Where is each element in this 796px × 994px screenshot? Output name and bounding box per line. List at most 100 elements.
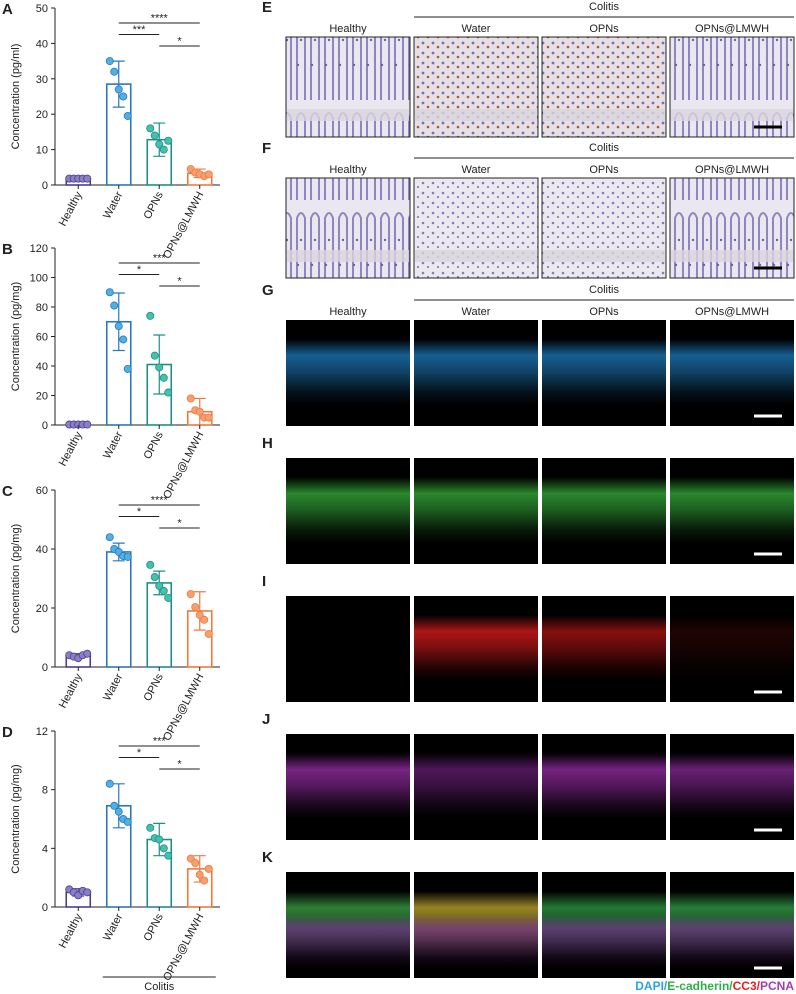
- y-tick-label: 20: [36, 391, 48, 403]
- x-tick-label: Healthy: [57, 429, 85, 468]
- data-point: [191, 603, 200, 612]
- error-bar: [193, 591, 206, 631]
- legend-entry: PCNA: [760, 979, 794, 993]
- error-bar: [153, 122, 166, 157]
- panel-label: K: [262, 849, 273, 866]
- data-point: [123, 364, 132, 373]
- submucosa: [415, 109, 537, 121]
- significance-label: ***: [133, 24, 147, 36]
- fluorescence-signal: [286, 339, 410, 405]
- fluorescence-signal: [542, 477, 666, 543]
- data-point: [105, 533, 114, 542]
- x-tick-label: OPNs: [142, 189, 167, 221]
- data-point: [186, 590, 195, 599]
- panel-label: C: [2, 483, 13, 500]
- x-tick-label: OPNs: [142, 429, 167, 461]
- significance-label: *: [137, 506, 142, 518]
- fluorescence-signal: [414, 914, 538, 968]
- data-point: [155, 363, 164, 372]
- legend-entry: /: [664, 979, 668, 993]
- data-point: [114, 807, 123, 816]
- fluorescence-signal: [286, 615, 410, 681]
- y-tick-label: 4: [42, 843, 48, 855]
- x-tick-label: OPNs@LMWH: [161, 672, 206, 743]
- y-tick-label: 50: [36, 3, 48, 15]
- data-point: [119, 92, 128, 101]
- panel-label: J: [262, 711, 270, 728]
- group-label: Colitis: [589, 284, 619, 296]
- legend: DAPI/E-cadherin/CC3/PCNA: [635, 979, 794, 993]
- significance-label: ****: [151, 495, 169, 507]
- submucosa: [671, 250, 793, 262]
- legend-entry: DAPI: [635, 979, 664, 993]
- fluorescence-signal: [542, 753, 666, 819]
- fluorescence-signal: [542, 914, 666, 968]
- error-bar: [112, 783, 125, 829]
- significance-label: *: [137, 747, 142, 759]
- legend-entry: /: [729, 979, 733, 993]
- x-tick-label: Water: [101, 429, 125, 460]
- submucosa: [543, 250, 665, 262]
- x-tick-label: Water: [101, 911, 125, 942]
- data-point: [159, 373, 168, 382]
- column-label: OPNs@LMWH: [695, 164, 769, 176]
- fluorescence-signal: [670, 914, 794, 968]
- data-point: [119, 335, 128, 344]
- fluorescence-signal: [670, 615, 794, 681]
- x-tick-label: OPNs: [142, 671, 167, 703]
- data-point: [146, 124, 155, 133]
- panel-label: H: [262, 435, 273, 452]
- fluorescence-signal: [414, 339, 538, 405]
- group-label: Colitis: [589, 1, 619, 13]
- significance-label: *: [137, 264, 142, 276]
- data-point: [105, 779, 114, 788]
- legend-entry: E-cadherin: [667, 979, 729, 993]
- y-tick-label: 10: [36, 145, 48, 157]
- column-label: Healthy: [329, 306, 367, 318]
- data-point: [164, 593, 173, 602]
- y-axis-label: Concentration (pg/ml): [10, 44, 22, 150]
- data-point: [110, 67, 119, 76]
- histology-image: [669, 177, 795, 279]
- column-label: Healthy: [329, 164, 367, 176]
- column-label: OPNs: [589, 306, 619, 318]
- submucosa: [671, 109, 793, 121]
- data-point: [159, 145, 168, 154]
- data-point: [204, 170, 213, 179]
- data-point: [83, 649, 92, 658]
- panel-label: I: [262, 573, 266, 590]
- data-point: [123, 817, 132, 826]
- x-tick-label: Healthy: [57, 189, 85, 228]
- panel-label: E: [262, 0, 272, 16]
- data-point: [159, 844, 168, 853]
- data-point: [110, 301, 119, 310]
- legend-entry: /: [757, 979, 761, 993]
- data-point: [123, 552, 132, 561]
- data-point: [155, 581, 164, 590]
- x-tick-label: OPNs@LMWH: [161, 190, 206, 261]
- column-label: OPNs@LMWH: [695, 306, 769, 318]
- significance-label: ****: [151, 13, 169, 25]
- significance-label: *: [177, 276, 182, 288]
- data-point: [186, 394, 195, 403]
- fluorescence-signal: [286, 914, 410, 968]
- y-tick-label: 20: [36, 603, 48, 615]
- submucosa: [287, 250, 409, 262]
- significance-label: ***: [153, 253, 167, 265]
- column-label: Healthy: [329, 23, 367, 35]
- y-tick-label: 40: [36, 544, 48, 556]
- fluorescence-signal: [670, 339, 794, 405]
- data-point: [150, 573, 159, 582]
- submucosa: [287, 109, 409, 121]
- significance-label: *: [177, 759, 182, 771]
- data-point: [200, 876, 209, 885]
- histology-image: [413, 36, 539, 138]
- x-tick-label: Water: [101, 671, 125, 702]
- data-point: [155, 835, 164, 844]
- group-label: Colitis: [144, 981, 174, 993]
- column-label: Water: [462, 306, 491, 318]
- fluorescence-signal: [414, 477, 538, 543]
- data-point: [200, 615, 209, 624]
- histology-image: [669, 36, 795, 138]
- data-point: [195, 407, 204, 416]
